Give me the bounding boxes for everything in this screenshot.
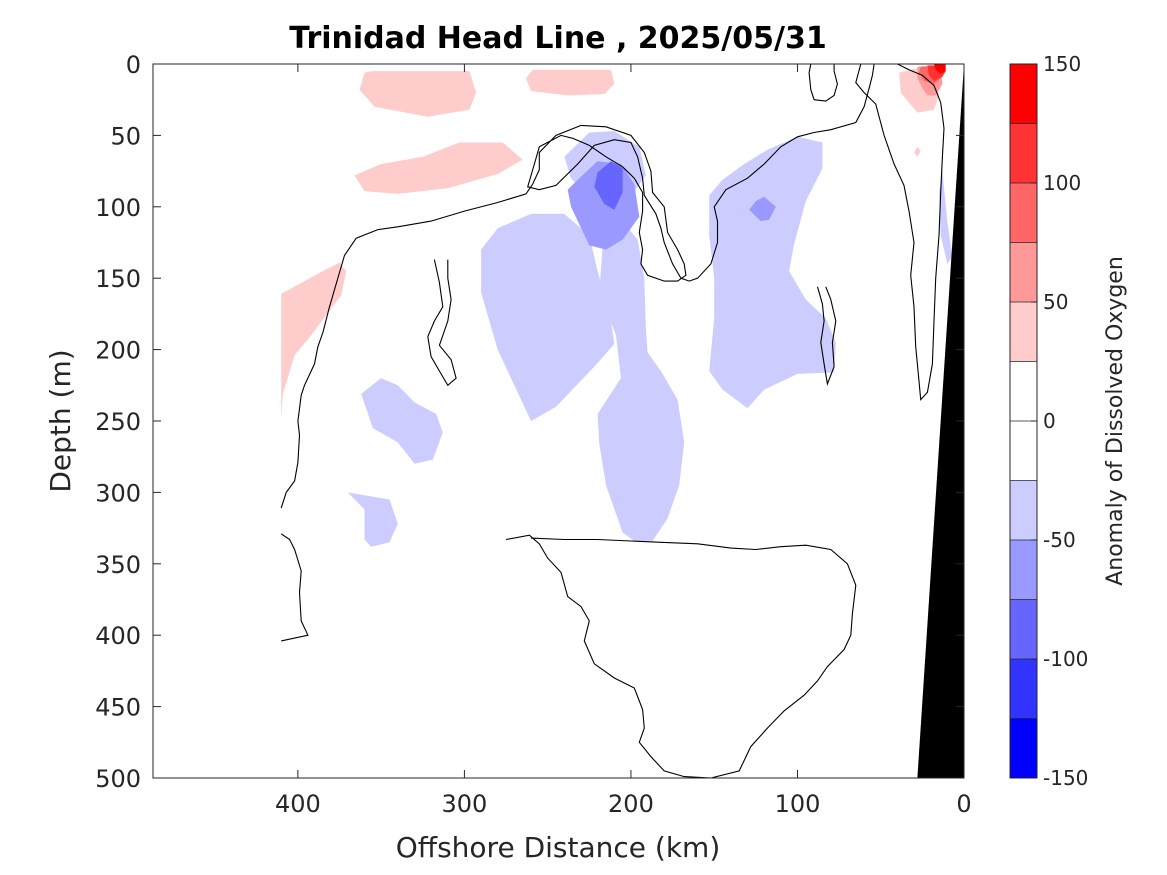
y-tick-label: 450 [95,694,141,722]
x-tick-label: 200 [608,790,654,818]
colorbar-tick-label: -100 [1043,647,1088,671]
colorbar-swatch-7 [1010,302,1037,362]
x-tick-label: 0 [956,790,971,818]
x-tick-label: 300 [442,790,488,818]
colorbar-swatch-10 [1010,123,1037,183]
colorbar-tick-label: -50 [1043,528,1076,552]
y-tick-label: 250 [95,408,141,436]
y-axis-label: Depth (m) [44,349,77,492]
contour-region-2 [354,142,523,194]
colorbar [1009,63,1038,779]
contour-region-13 [347,492,398,547]
colorbar-swatch-1 [1010,659,1037,719]
y-tick-label: 300 [95,479,141,507]
colorbar-ticks: -150 -100 -50 0 50 100 150 [1031,52,1088,790]
contour-region-15 [939,171,953,264]
x-axis-label: Offshore Distance (km) [396,831,721,864]
x-tick-label: 400 [275,790,321,818]
y-tick-label: 350 [95,551,141,579]
colorbar-swatch-4 [1010,480,1037,540]
y-tick-label: 400 [95,622,141,650]
colorbar-tick-label: 50 [1043,290,1068,314]
contour-region-18 [594,161,623,210]
y-tick-label: 50 [110,122,141,150]
colorbar-swatch-5 [1010,421,1037,481]
contour-region-9 [934,64,946,74]
colorbar-swatch-11 [1010,64,1037,124]
contour-region-5 [914,146,921,157]
colorbar-swatch-6 [1010,361,1037,421]
x-axis-ticks: 400 300 200 100 0 [275,64,972,818]
colorbar-swatch-3 [1010,540,1037,600]
contour-region-10 [564,131,685,541]
zero-contour-line-4 [816,286,837,386]
y-tick-label: 200 [95,337,141,365]
zero-contour-line-0 [280,64,875,509]
y-tick-label: 0 [126,51,141,79]
colorbar-tick-label: 100 [1043,171,1081,195]
y-tick-label: 150 [95,265,141,293]
zero-contour-line-6 [855,64,945,401]
zero-contour-line-3 [427,259,457,387]
contour-region-11 [481,213,615,421]
y-axis-ticks: 0 50 100 150 200 250 300 350 400 450 500 [95,51,964,793]
land-mask [917,64,964,778]
colorbar-swatch-8 [1010,242,1037,302]
contour-region-0 [359,71,477,117]
land-mask-shape [917,64,964,778]
colorbar-swatch-2 [1010,599,1037,659]
colorbar-swatch-0 [1010,718,1037,778]
colorbar-tick-label: -150 [1043,766,1088,790]
plot-area [153,64,964,778]
zero-contour-line-5 [505,534,857,778]
contour-region-17 [749,196,776,222]
contour-region-14 [709,136,836,409]
zero-contour-line-1 [808,64,838,102]
contour-region-3 [281,262,347,419]
colorbar-tick-label: 150 [1043,52,1081,76]
chart-title: Trinidad Head Line , 2025/05/31 [289,21,826,56]
contour-region-12 [361,378,443,464]
colorbar-label: Anomaly of Dissolved Oxygen [1103,256,1128,586]
contour-region-1 [526,69,615,96]
zero-contour-lines [280,64,945,778]
colorbar-tick-label: 0 [1043,409,1056,433]
x-tick-label: 100 [775,790,821,818]
y-tick-label: 100 [95,194,141,222]
filled-contour-regions [281,64,953,547]
y-tick-label: 500 [95,765,141,793]
zero-contour-line-2 [280,533,309,642]
colorbar-swatch-9 [1010,183,1037,243]
